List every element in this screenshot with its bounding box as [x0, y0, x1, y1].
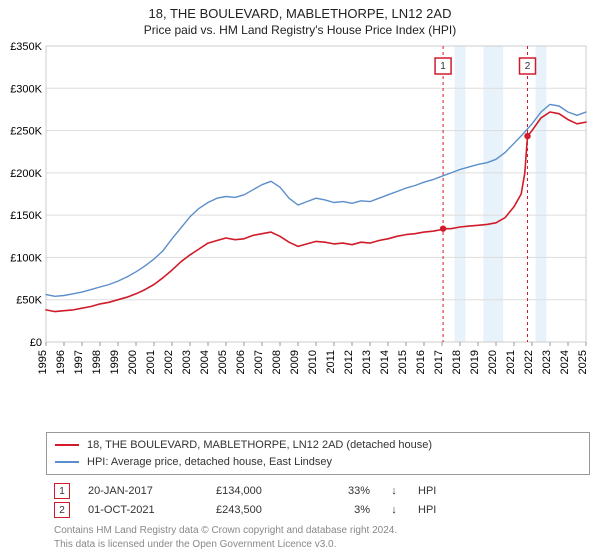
svg-text:2005: 2005	[217, 350, 229, 374]
svg-text:£300K: £300K	[10, 83, 42, 95]
legend-label-2: HPI: Average price, detached house, East…	[87, 454, 332, 471]
event-relative-1: HPI	[418, 482, 582, 501]
legend-swatch-1	[55, 444, 79, 446]
svg-text:1997: 1997	[73, 350, 85, 374]
svg-text:2025: 2025	[577, 350, 589, 374]
svg-text:2002: 2002	[163, 350, 175, 374]
event-date-1: 20-JAN-2017	[88, 482, 198, 501]
svg-text:2013: 2013	[361, 350, 373, 374]
svg-text:1996: 1996	[55, 350, 67, 374]
event-price-1: £134,000	[216, 482, 306, 501]
event-marker-2: 2	[54, 502, 70, 518]
footer-attribution: Contains HM Land Registry data © Crown c…	[46, 524, 590, 551]
svg-text:1999: 1999	[109, 350, 121, 374]
svg-text:2020: 2020	[487, 350, 499, 374]
legend-label-1: 18, THE BOULEVARD, MABLETHORPE, LN12 2AD…	[87, 437, 432, 454]
svg-text:2021: 2021	[505, 350, 517, 374]
svg-text:2015: 2015	[397, 350, 409, 374]
svg-text:2007: 2007	[253, 350, 265, 374]
svg-text:£150K: £150K	[10, 210, 42, 222]
event-row-2: 2 01-OCT-2021 £243,500 3% ↓ HPI	[54, 501, 582, 520]
legend: 18, THE BOULEVARD, MABLETHORPE, LN12 2AD…	[46, 432, 590, 475]
svg-text:2000: 2000	[127, 350, 139, 374]
svg-text:2011: 2011	[325, 350, 337, 374]
event-relative-2: HPI	[418, 501, 582, 520]
down-arrow-icon: ↓	[388, 482, 400, 501]
footer-line-2: This data is licensed under the Open Gov…	[54, 538, 582, 552]
svg-text:2009: 2009	[289, 350, 301, 374]
event-row-1: 1 20-JAN-2017 £134,000 33% ↓ HPI	[54, 482, 582, 501]
svg-text:£200K: £200K	[10, 168, 42, 180]
svg-text:2018: 2018	[451, 350, 463, 374]
svg-text:2017: 2017	[433, 350, 445, 374]
svg-text:2003: 2003	[181, 350, 193, 374]
svg-text:2024: 2024	[559, 350, 571, 374]
svg-text:2022: 2022	[523, 350, 535, 374]
chart-subtitle: Price paid vs. HM Land Registry's House …	[0, 21, 600, 41]
svg-text:2008: 2008	[271, 350, 283, 374]
svg-text:2014: 2014	[379, 350, 391, 374]
legend-swatch-2	[55, 461, 79, 463]
chart-title: 18, THE BOULEVARD, MABLETHORPE, LN12 2AD	[0, 0, 600, 21]
svg-text:2: 2	[525, 61, 531, 72]
svg-text:2016: 2016	[415, 350, 427, 374]
legend-row-2: HPI: Average price, detached house, East…	[55, 454, 581, 471]
svg-text:£350K: £350K	[10, 42, 42, 53]
svg-text:2019: 2019	[469, 350, 481, 374]
svg-text:1995: 1995	[37, 350, 49, 374]
down-arrow-icon: ↓	[388, 501, 400, 520]
events-table: 1 20-JAN-2017 £134,000 33% ↓ HPI 2 01-OC…	[46, 476, 590, 523]
svg-text:2006: 2006	[235, 350, 247, 374]
event-pct-2: 3%	[324, 501, 370, 520]
event-marker-1: 1	[54, 483, 70, 499]
event-pct-1: 33%	[324, 482, 370, 501]
svg-text:1998: 1998	[91, 350, 103, 374]
chart-area: £0 £50K £100K £150K £200K £250K £300K £350K 1995…	[0, 42, 600, 388]
svg-text:2010: 2010	[307, 350, 319, 374]
svg-text:£0: £0	[30, 337, 42, 349]
svg-text:1: 1	[440, 61, 446, 72]
footer-line-1: Contains HM Land Registry data © Crown c…	[54, 524, 582, 538]
svg-text:2004: 2004	[199, 350, 211, 374]
svg-text:£100K: £100K	[10, 252, 42, 264]
chart-svg: £0 £50K £100K £150K £200K £250K £300K £350K 1995…	[0, 42, 600, 388]
svg-text:2023: 2023	[541, 350, 553, 374]
event-price-2: £243,500	[216, 501, 306, 520]
svg-text:£250K: £250K	[10, 126, 42, 138]
svg-text:£50K: £50K	[16, 295, 42, 307]
svg-text:2001: 2001	[145, 350, 157, 374]
legend-row-1: 18, THE BOULEVARD, MABLETHORPE, LN12 2AD…	[55, 437, 581, 454]
event-date-2: 01-OCT-2021	[88, 501, 198, 520]
svg-text:2012: 2012	[343, 350, 355, 374]
